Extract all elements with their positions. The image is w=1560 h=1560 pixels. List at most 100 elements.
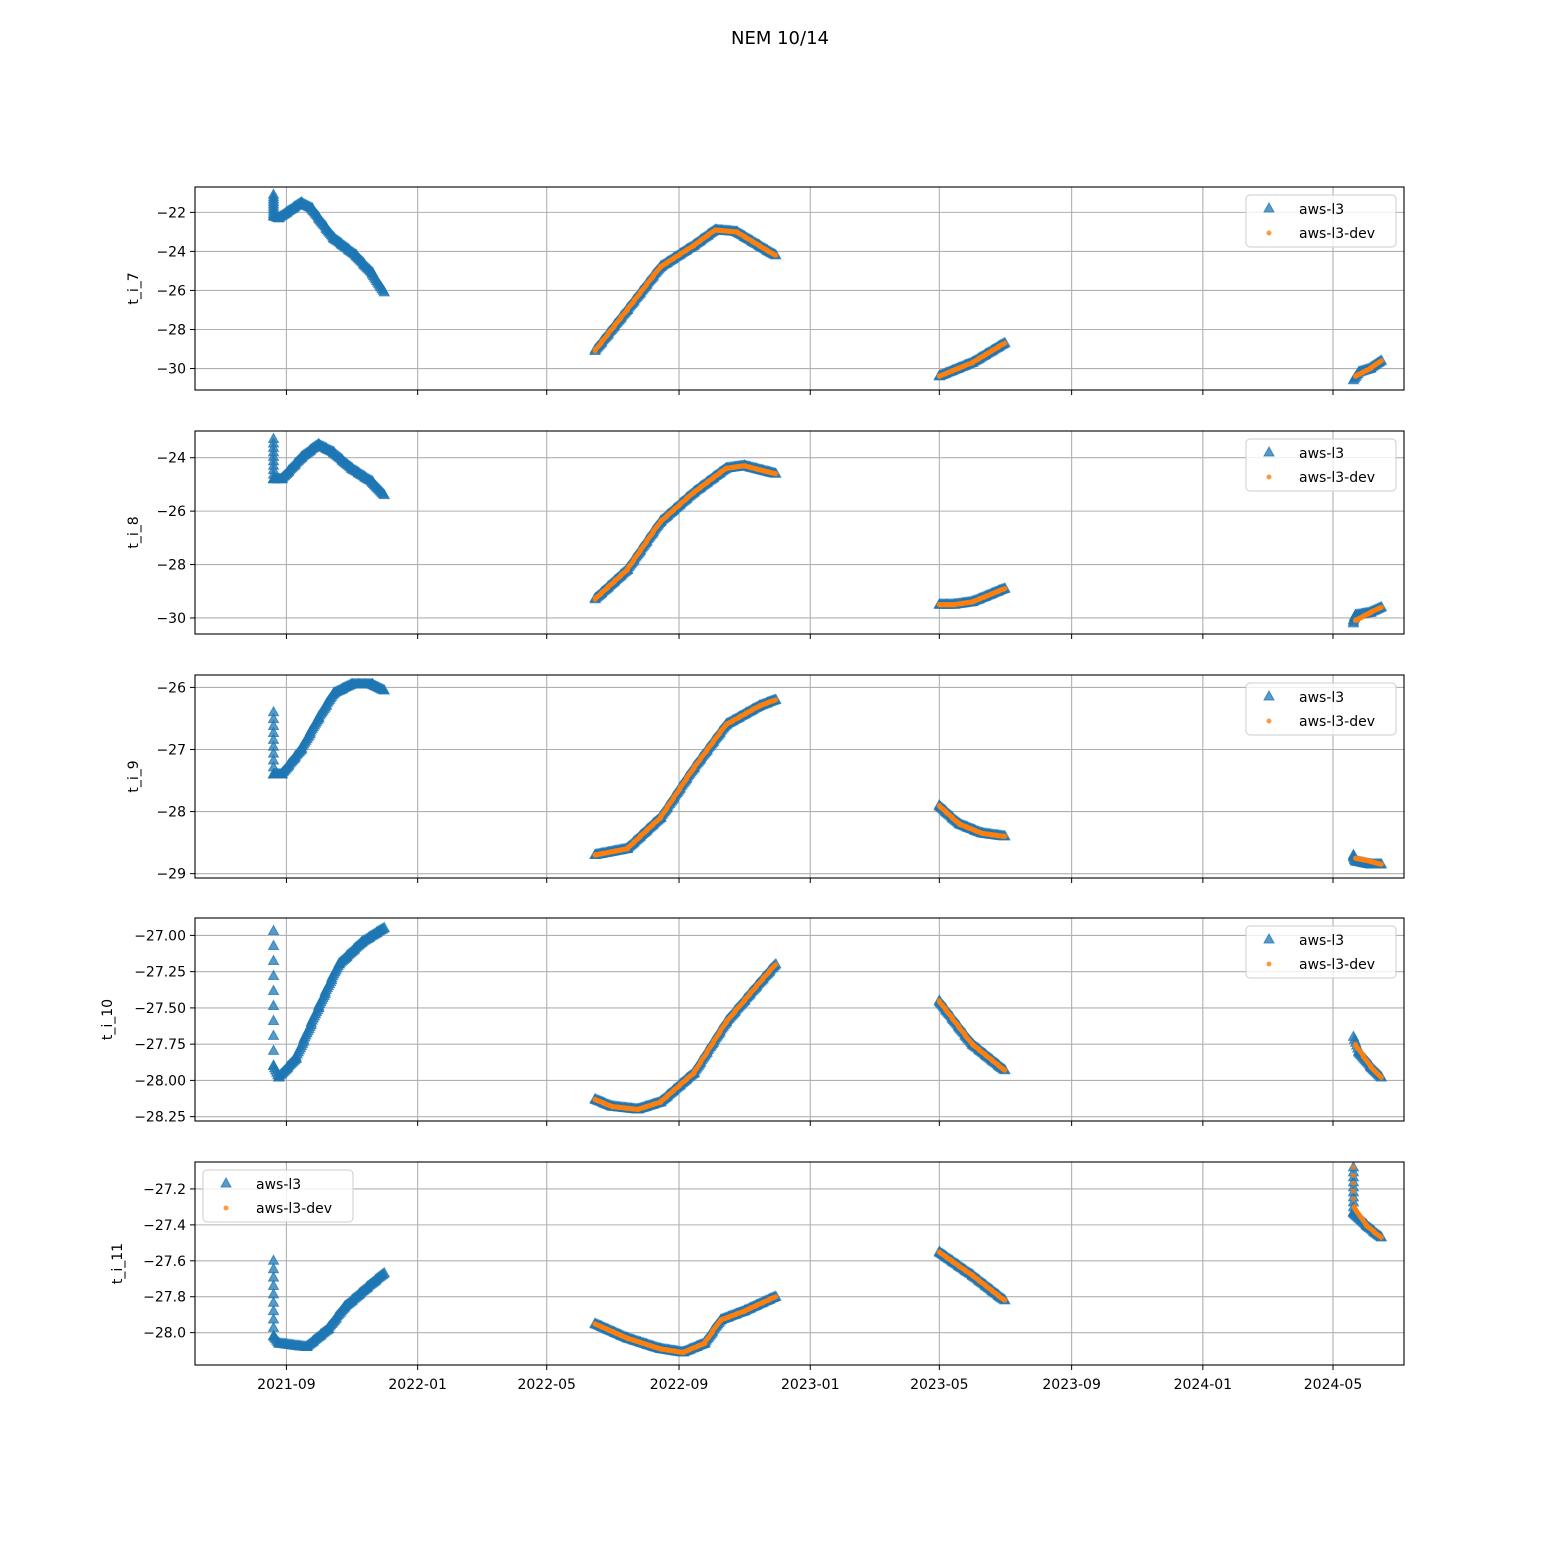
subplot-t_i_7: −22 −24 −26 −28 −30 t_i_7 aws-l3 aws-l3-dev (126, 186, 1405, 395)
data-point-dot (1002, 833, 1008, 840)
data-point-triangle (267, 1029, 280, 1040)
legend-label: aws-l3-dev (256, 1201, 332, 1217)
data-point-dot (1002, 1067, 1008, 1073)
data-point-dot (1350, 1180, 1357, 1186)
y-axis-label: t_i_10 (100, 999, 116, 1040)
series-aws-l3 (267, 921, 1388, 1114)
y-tick-label: −24 (156, 451, 186, 467)
axes-frame (194, 917, 1405, 1122)
data-layer (267, 921, 1388, 1114)
legend-marker-dot (1266, 718, 1272, 724)
legend-label: aws-l3 (1299, 690, 1344, 706)
data-point-triangle (267, 999, 280, 1010)
legend-marker-triangle (1263, 932, 1275, 944)
legend-label: aws-l3 (256, 1177, 301, 1193)
data-layer (267, 1162, 1388, 1357)
data-point-triangle (378, 488, 391, 500)
y-tick-label: −30 (156, 611, 186, 627)
series-aws-l3 (267, 1162, 1388, 1357)
legend-label: aws-l3-dev (1299, 470, 1375, 486)
data-point-dot (1350, 1164, 1357, 1170)
legend-box (1245, 194, 1397, 248)
legend-box (1245, 925, 1397, 979)
legend-marker-dot (1266, 230, 1272, 236)
x-tick-label: 2021-09 (257, 1377, 316, 1393)
series-aws-l3 (267, 188, 1388, 385)
y-tick-label: −27.00 (134, 928, 186, 944)
y-axis-label: t_i_11 (110, 1243, 126, 1284)
y-tick-label: −26 (156, 283, 186, 299)
y-tick-label: −30 (156, 362, 186, 378)
legend: aws-l3 aws-l3-dev (1245, 925, 1397, 979)
legend-box (1245, 438, 1397, 492)
data-point-dot (1350, 1172, 1357, 1178)
data-point-triangle (378, 285, 391, 297)
y-axis-label: t_i_9 (126, 760, 142, 792)
data-point-triangle (267, 939, 280, 951)
legend: aws-l3 aws-l3-dev (1245, 438, 1397, 492)
y-tick-label: −27.50 (134, 1001, 186, 1017)
data-point-dot (773, 961, 779, 968)
y-tick-label: −28.25 (134, 1110, 186, 1126)
y-axis-label: t_i_7 (126, 272, 142, 304)
x-tick-label: 2023-01 (781, 1377, 840, 1393)
data-point-triangle (267, 924, 280, 936)
legend: aws-l3 aws-l3-dev (202, 1169, 354, 1223)
x-tick-label: 2023-05 (910, 1377, 969, 1393)
y-tick-label: −22 (156, 205, 186, 221)
data-point-dot (1350, 1196, 1357, 1202)
data-point-triangle (267, 984, 280, 995)
data-point-dot (1378, 604, 1385, 610)
data-point-triangle (378, 921, 391, 933)
data-layer (267, 432, 1388, 628)
y-tick-label: −28.00 (134, 1073, 186, 1089)
y-tick-label: −24 (156, 244, 186, 260)
series-aws-l3 (267, 432, 1388, 628)
y-tick-label: −28 (156, 805, 186, 821)
y-tick-label: −29 (156, 867, 186, 883)
legend-marker-triangle (1263, 445, 1275, 457)
legend-marker-dot (1266, 961, 1272, 967)
y-tick-label: −26 (156, 680, 186, 696)
y-tick-label: −27 (156, 742, 186, 758)
axes-frame (194, 430, 1405, 635)
legend: aws-l3 aws-l3-dev (1245, 682, 1397, 736)
data-point-dot (1350, 1188, 1357, 1194)
x-tick-label: 2024-05 (1304, 1377, 1363, 1393)
legend-marker-triangle (1263, 689, 1275, 701)
data-layer (267, 677, 1388, 869)
legend-label: aws-l3 (1299, 446, 1344, 462)
data-layer (267, 188, 1388, 385)
axes-frame (194, 1161, 1405, 1366)
y-tick-label: −27.75 (134, 1037, 186, 1053)
legend-label: aws-l3-dev (1299, 226, 1375, 242)
legend-label: aws-l3-dev (1299, 957, 1375, 973)
x-tick-label: 2022-09 (650, 1377, 709, 1393)
series-aws-l3-dev (592, 961, 1385, 1112)
data-point-dot (773, 252, 779, 258)
y-tick-label: −27.2 (143, 1182, 186, 1198)
y-tick-label: −28 (156, 558, 186, 574)
x-tick-label: 2023-09 (1042, 1377, 1101, 1393)
legend-label: aws-l3 (1299, 202, 1344, 218)
legend-label: aws-l3-dev (1299, 714, 1375, 730)
y-tick-label: −27.4 (143, 1218, 186, 1234)
data-point-dot (773, 471, 779, 477)
legend: aws-l3 aws-l3-dev (1245, 194, 1397, 248)
y-tick-label: −27.6 (143, 1254, 186, 1270)
y-tick-label: −27.25 (134, 965, 186, 981)
data-point-dot (773, 1294, 779, 1300)
subplot-t_i_9: −26 −27 −28 −29 t_i_9 aws-l3 aws-l3-dev (126, 674, 1405, 883)
series-aws-l3-dev (592, 697, 1385, 867)
series-aws-l3-dev (592, 463, 1385, 624)
data-point-dot (1002, 585, 1008, 592)
legend-marker-triangle (1263, 201, 1275, 213)
legend-box (1245, 682, 1397, 736)
y-tick-label: −27.8 (143, 1290, 186, 1306)
figure-title: NEM 10/14 (731, 28, 829, 49)
axes-frame (194, 186, 1405, 391)
data-point-triangle (378, 1266, 391, 1278)
x-tick-label: 2022-01 (388, 1377, 447, 1393)
x-tick-label: 2022-05 (517, 1377, 576, 1393)
